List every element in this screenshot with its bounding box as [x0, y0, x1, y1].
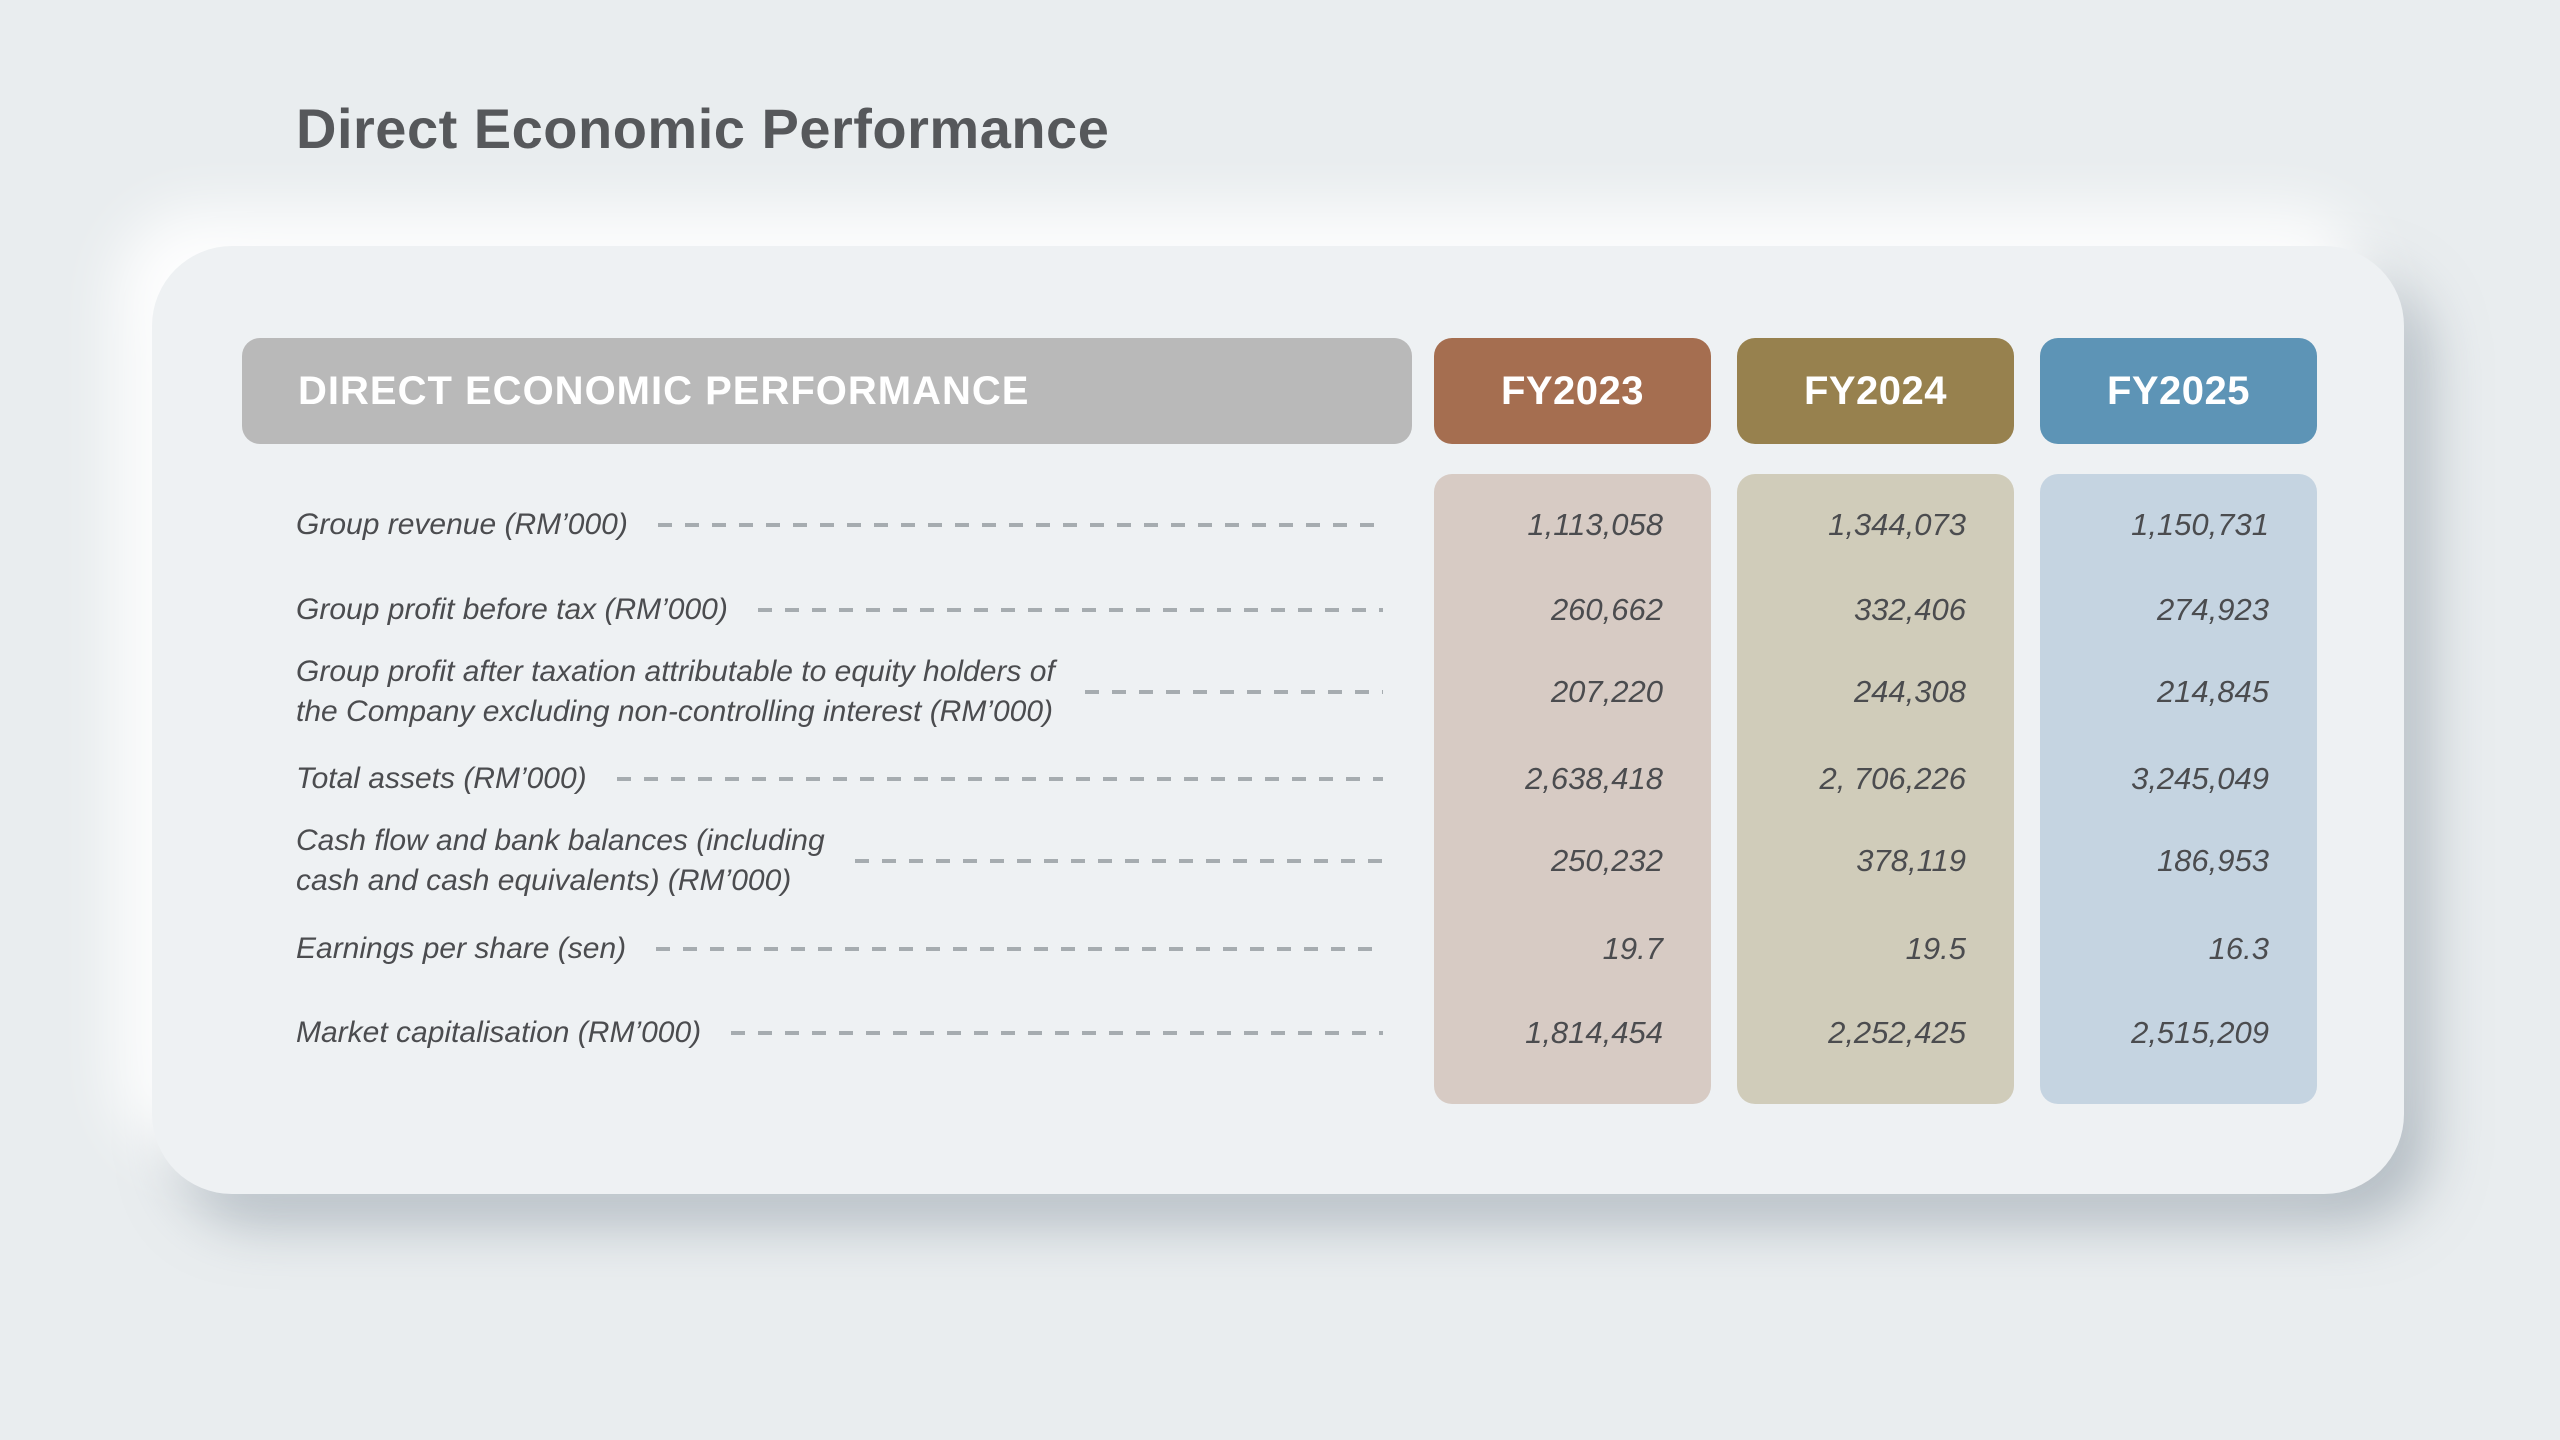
table-row: Group profit after taxation attributable…	[296, 652, 2317, 732]
dashed-leader	[731, 1031, 1383, 1035]
table-row: Total assets (RM’000) 2,638,418 2, 706,2…	[296, 759, 2317, 799]
cell-value: 214,845	[2156, 674, 2269, 709]
cell-value: 2,638,418	[1525, 761, 1663, 796]
cell-value: 1,113,058	[1527, 507, 1663, 542]
column-header-fy2025: FY2025	[2040, 338, 2317, 444]
cell-value: 19.5	[1905, 931, 1966, 966]
cell-value: 3,245,049	[2131, 761, 2269, 796]
table-row: Cash flow and bank balances (including c…	[296, 821, 2317, 901]
column-body-fy2024	[1737, 474, 2014, 1104]
dashed-leader	[757, 608, 1383, 612]
cell-value: 16.3	[2208, 931, 2269, 966]
cell-value: 332,406	[1853, 592, 1966, 627]
column-header-fy2023: FY2023	[1434, 338, 1711, 444]
row-label: Cash flow and bank balances (including c…	[296, 824, 825, 897]
row-label: Group profit before tax (RM’000)	[296, 593, 728, 626]
cell-value: 2,252,425	[1828, 1015, 1966, 1050]
row-label: Total assets (RM’000)	[296, 762, 587, 795]
column-body-fy2023	[1434, 474, 1711, 1104]
cell-value: 186,953	[2156, 843, 2269, 878]
dashed-leader	[657, 523, 1383, 527]
row-label: Group profit after taxation attributable…	[296, 655, 1055, 728]
dashed-leader	[854, 859, 1383, 863]
table-card: DIRECT ECONOMIC PERFORMANCE FY2023 FY202…	[152, 246, 2404, 1194]
table-row: Group revenue (RM’000) 1,113,058 1,344,0…	[296, 505, 2317, 545]
table-header-bar: DIRECT ECONOMIC PERFORMANCE	[242, 338, 1412, 444]
cell-value: 207,220	[1550, 674, 1663, 709]
column-header-fy2024: FY2024	[1737, 338, 2014, 444]
row-label: Group revenue (RM’000)	[296, 508, 628, 541]
page-title: Direct Economic Performance	[296, 97, 1110, 160]
column-body-fy2025	[2040, 474, 2317, 1104]
row-label: Market capitalisation (RM’000)	[296, 1016, 702, 1049]
table-row: Group profit before tax (RM’000) 260,662…	[296, 590, 2317, 630]
row-label: Earnings per share (sen)	[296, 932, 627, 965]
table-row: Earnings per share (sen) 19.7 19.5 16.3	[296, 929, 2317, 969]
cell-value: 1,814,454	[1525, 1015, 1663, 1050]
dashed-leader	[1084, 690, 1383, 694]
table-row: Market capitalisation (RM’000) 1,814,454…	[296, 1013, 2317, 1053]
cell-value: 260,662	[1550, 592, 1663, 627]
cell-value: 19.7	[1602, 931, 1663, 966]
cell-value: 378,119	[1856, 843, 1966, 878]
dashed-leader	[616, 777, 1383, 781]
cell-value: 250,232	[1550, 843, 1663, 878]
cell-value: 1,344,073	[1828, 507, 1966, 542]
cell-value: 1,150,731	[2131, 507, 2269, 542]
cell-value: 2, 706,226	[1819, 761, 1966, 796]
dashed-leader	[656, 947, 1383, 951]
cell-value: 2,515,209	[2131, 1015, 2269, 1050]
cell-value: 244,308	[1853, 674, 1966, 709]
table-header-label: DIRECT ECONOMIC PERFORMANCE	[298, 368, 1030, 413]
cell-value: 274,923	[2156, 592, 2269, 627]
